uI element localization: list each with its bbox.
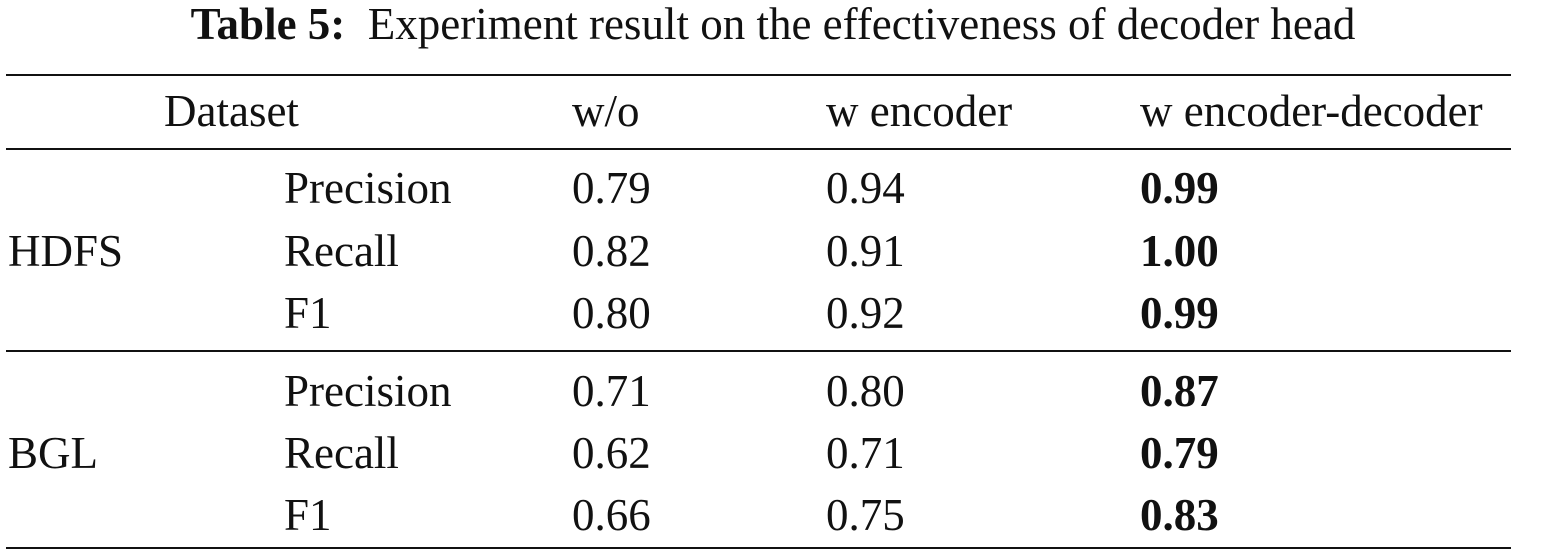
- value-encoder: 0.75: [826, 490, 905, 540]
- metric-label: Recall: [284, 226, 399, 276]
- metric-label: Precision: [284, 366, 452, 416]
- value-wo: 0.71: [572, 366, 651, 416]
- value-encoder-decoder: 0.99: [1140, 288, 1219, 338]
- bottom-rule: [6, 547, 1511, 549]
- value-encoder-decoder: 0.79: [1140, 428, 1219, 478]
- group-label-hdfs: HDFS: [8, 226, 124, 276]
- value-encoder: 0.94: [826, 163, 905, 213]
- caption-text: Experiment result on the effectiveness o…: [367, 0, 1356, 49]
- value-wo: 0.80: [572, 288, 651, 338]
- header-dataset: Dataset: [164, 86, 299, 136]
- header-wo: w/o: [572, 86, 640, 136]
- value-encoder: 0.92: [826, 288, 905, 338]
- header-w-encoder: w encoder: [826, 86, 1013, 136]
- value-encoder-decoder: 1.00: [1140, 226, 1219, 276]
- header-w-encoder-decoder: w encoder-decoder: [1140, 86, 1483, 136]
- value-encoder-decoder: 0.99: [1140, 163, 1219, 213]
- value-encoder-decoder: 0.87: [1140, 366, 1219, 416]
- metric-label: F1: [284, 288, 332, 338]
- header-rule: [6, 148, 1511, 150]
- value-encoder: 0.71: [826, 428, 905, 478]
- metric-label: Recall: [284, 428, 399, 478]
- group-label-bgl: BGL: [8, 428, 98, 478]
- value-wo: 0.62: [572, 428, 651, 478]
- metric-label: Precision: [284, 163, 452, 213]
- table-caption: Table 5: Experiment result on the effect…: [0, 0, 1546, 48]
- value-wo: 0.66: [572, 490, 651, 540]
- value-wo: 0.79: [572, 163, 651, 213]
- value-encoder: 0.91: [826, 226, 905, 276]
- top-rule: [6, 74, 1511, 76]
- value-encoder: 0.80: [826, 366, 905, 416]
- value-wo: 0.82: [572, 226, 651, 276]
- value-encoder-decoder: 0.83: [1140, 490, 1219, 540]
- metric-label: F1: [284, 490, 332, 540]
- group-separator-rule: [6, 350, 1511, 352]
- caption-label: Table 5:: [190, 0, 346, 49]
